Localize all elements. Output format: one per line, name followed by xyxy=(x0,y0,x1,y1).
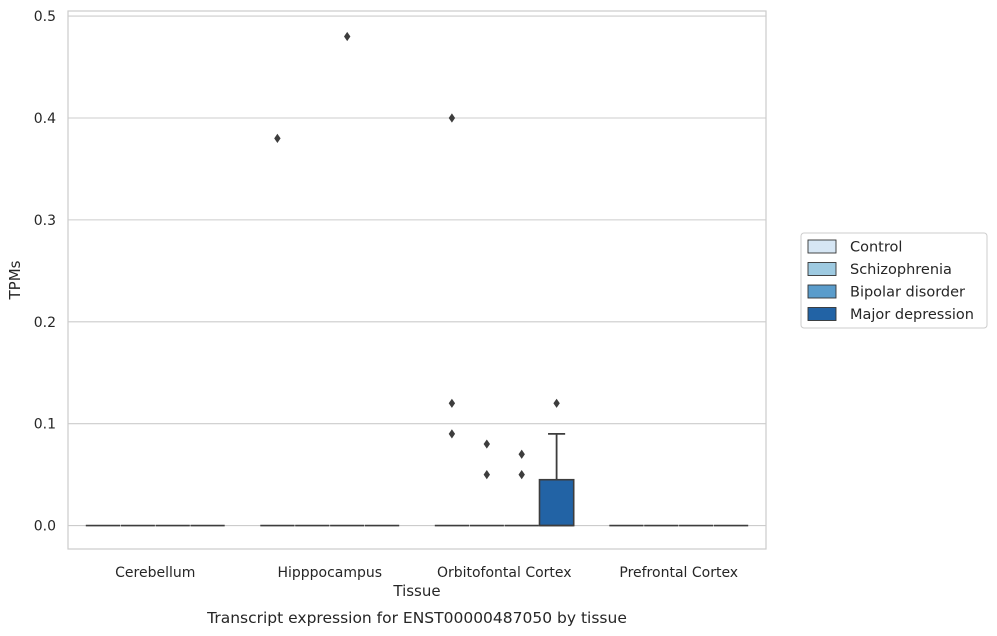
plot-frame xyxy=(67,10,767,550)
outlier-point xyxy=(344,31,351,42)
outlier-point xyxy=(518,449,525,459)
y-tick-label: 0.5 xyxy=(34,9,56,25)
outlier-point xyxy=(448,113,456,123)
outlier-point xyxy=(518,470,525,480)
legend-label: Schizophrenia xyxy=(850,262,952,278)
outliers xyxy=(274,31,560,480)
x-tick-label: Orbitofontal Cortex xyxy=(437,565,572,581)
legend: Control Schizophrenia Bipolar disorder Majo… xyxy=(800,232,988,329)
outlier-point xyxy=(274,133,281,143)
y-tick-labels: 0.0 0.1 0.2 0.3 0.4 0.5 xyxy=(34,9,56,534)
legend-label: Major depression xyxy=(850,307,974,323)
legend-frame xyxy=(800,232,988,329)
boxplots xyxy=(85,432,749,527)
y-tick-label: 0.4 xyxy=(34,111,56,127)
x-tick-label: Hipppocampus xyxy=(277,565,382,581)
y-tick-label: 0.3 xyxy=(34,213,56,229)
outlier-point xyxy=(553,398,560,408)
legend-label: Bipolar disorder xyxy=(850,285,965,301)
chart-caption: Transcript expression for ENST0000048705… xyxy=(206,609,627,627)
y-tick-label: 0.0 xyxy=(34,519,56,535)
legend-label: Control xyxy=(850,240,902,256)
y-tick-label: 0.2 xyxy=(34,315,56,331)
gridlines xyxy=(68,15,766,527)
legend-swatch xyxy=(807,239,837,254)
outlier-point xyxy=(483,470,490,480)
y-tick-label: 0.1 xyxy=(34,417,56,433)
legend-swatch xyxy=(807,284,837,299)
outlier-point xyxy=(448,429,456,439)
box-body xyxy=(538,478,575,527)
x-tick-labels: Cerebellum Hipppocampus Orbitofontal Corte… xyxy=(115,565,738,581)
box xyxy=(538,432,575,527)
outlier-point xyxy=(483,439,490,449)
legend-swatch xyxy=(807,262,837,276)
y-axis-label: TPMs xyxy=(6,260,24,300)
legend-swatch xyxy=(807,307,837,321)
x-tick-label: Prefrontal Cortex xyxy=(619,565,738,581)
x-axis-label: Tissue xyxy=(392,582,440,600)
x-tick-label: Cerebellum xyxy=(115,565,195,581)
outlier-point xyxy=(448,398,456,408)
